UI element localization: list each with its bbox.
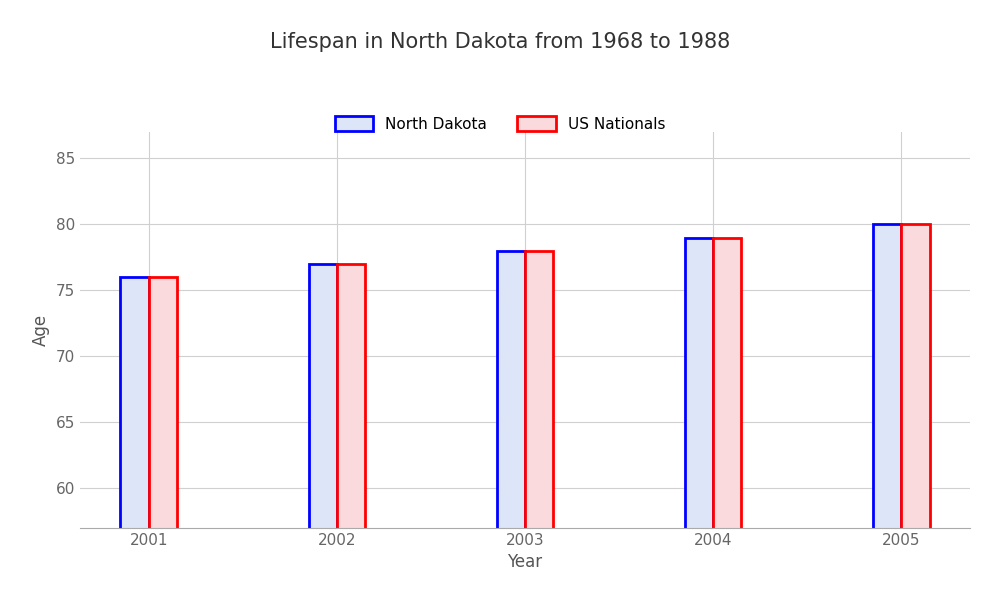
Bar bbox=[120, 277, 149, 600]
X-axis label: Year: Year bbox=[507, 553, 543, 571]
Bar bbox=[497, 251, 525, 600]
Bar bbox=[149, 277, 177, 600]
Bar bbox=[713, 238, 741, 600]
Y-axis label: Age: Age bbox=[32, 314, 50, 346]
Bar bbox=[525, 251, 553, 600]
Bar bbox=[901, 224, 930, 600]
Bar bbox=[873, 224, 901, 600]
Bar bbox=[309, 264, 337, 600]
Bar bbox=[337, 264, 365, 600]
Text: Lifespan in North Dakota from 1968 to 1988: Lifespan in North Dakota from 1968 to 19… bbox=[270, 32, 730, 52]
Legend: North Dakota, US Nationals: North Dakota, US Nationals bbox=[329, 110, 671, 138]
Bar bbox=[685, 238, 713, 600]
